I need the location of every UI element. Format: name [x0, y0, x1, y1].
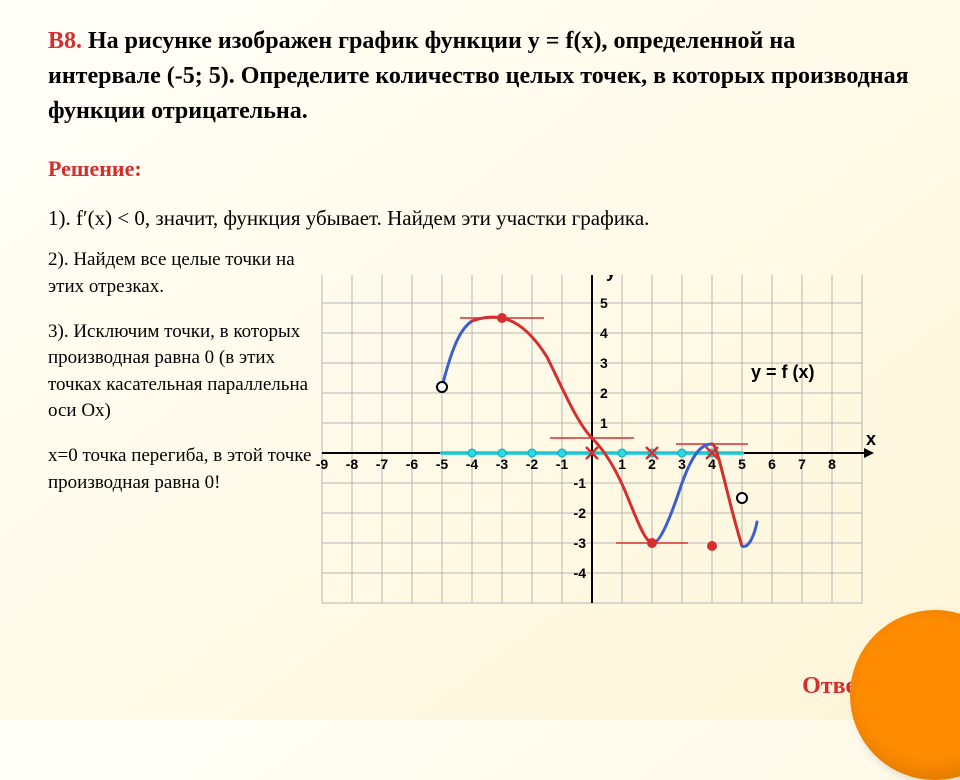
svg-text:3: 3	[600, 355, 608, 371]
step-3-text: Исключим точки, в которых производная ра…	[48, 321, 308, 422]
svg-text:-3: -3	[496, 456, 509, 472]
svg-text:-8: -8	[346, 456, 359, 472]
svg-text:-7: -7	[376, 456, 389, 472]
svg-text:-5: -5	[436, 456, 449, 472]
step-3: 3). Исключим точки, в которых производна…	[48, 319, 333, 425]
step-2: 2). Найдем все целые точки на этих отрез…	[48, 247, 333, 300]
svg-text:2: 2	[600, 385, 608, 401]
chart-svg: -9 -8 -7 -6 -5 -4 -3 -2 -1 1 2 3 4 5 6 7 8 1 2 3 4 5 -1 -2 -3 -4 y…	[310, 275, 910, 605]
problem-body: На рисунке изображен график функции y = …	[48, 28, 909, 124]
step-3-num: 3).	[48, 321, 73, 342]
svg-text:1: 1	[618, 456, 626, 472]
svg-text:4: 4	[708, 456, 716, 472]
solution-header: Решение:	[48, 156, 912, 182]
step-2-text: Найдем все целые точки на этих отрезках.	[48, 249, 295, 297]
svg-text:8: 8	[828, 456, 836, 472]
svg-text:2: 2	[648, 456, 656, 472]
step-1-text: f′(x) < 0, значит, функция убывает. Найд…	[76, 206, 649, 230]
svg-text:x: x	[866, 429, 876, 449]
svg-text:4: 4	[600, 325, 608, 341]
svg-text:y = f (x): y = f (x)	[751, 362, 815, 382]
svg-text:1: 1	[600, 415, 608, 431]
svg-text:5: 5	[738, 456, 746, 472]
svg-text:-1: -1	[574, 475, 587, 491]
svg-text:5: 5	[600, 295, 608, 311]
step-1: 1). f′(x) < 0, значит, функция убывает. …	[48, 206, 912, 231]
svg-text:-4: -4	[466, 456, 479, 472]
chart: -9 -8 -7 -6 -5 -4 -3 -2 -1 1 2 3 4 5 6 7 8 1 2 3 4 5 -1 -2 -3 -4 y…	[310, 275, 910, 605]
svg-text:y: y	[606, 275, 616, 281]
problem-label: В8.	[48, 28, 88, 54]
step-3-extra: x=0 точка перегиба, в этой точке произво…	[48, 443, 333, 496]
step-2-num: 2).	[48, 249, 73, 270]
svg-text:-2: -2	[574, 505, 587, 521]
problem-statement: В8. На рисунке изображен график функции …	[48, 24, 912, 128]
svg-text:-9: -9	[316, 456, 329, 472]
svg-text:-1: -1	[556, 456, 569, 472]
svg-text:7: 7	[798, 456, 806, 472]
svg-text:-3: -3	[574, 535, 587, 551]
svg-text:-4: -4	[574, 565, 587, 581]
step-1-num: 1).	[48, 206, 76, 230]
svg-text:-2: -2	[526, 456, 539, 472]
svg-text:-6: -6	[406, 456, 419, 472]
svg-text:6: 6	[768, 456, 776, 472]
svg-text:3: 3	[678, 456, 686, 472]
